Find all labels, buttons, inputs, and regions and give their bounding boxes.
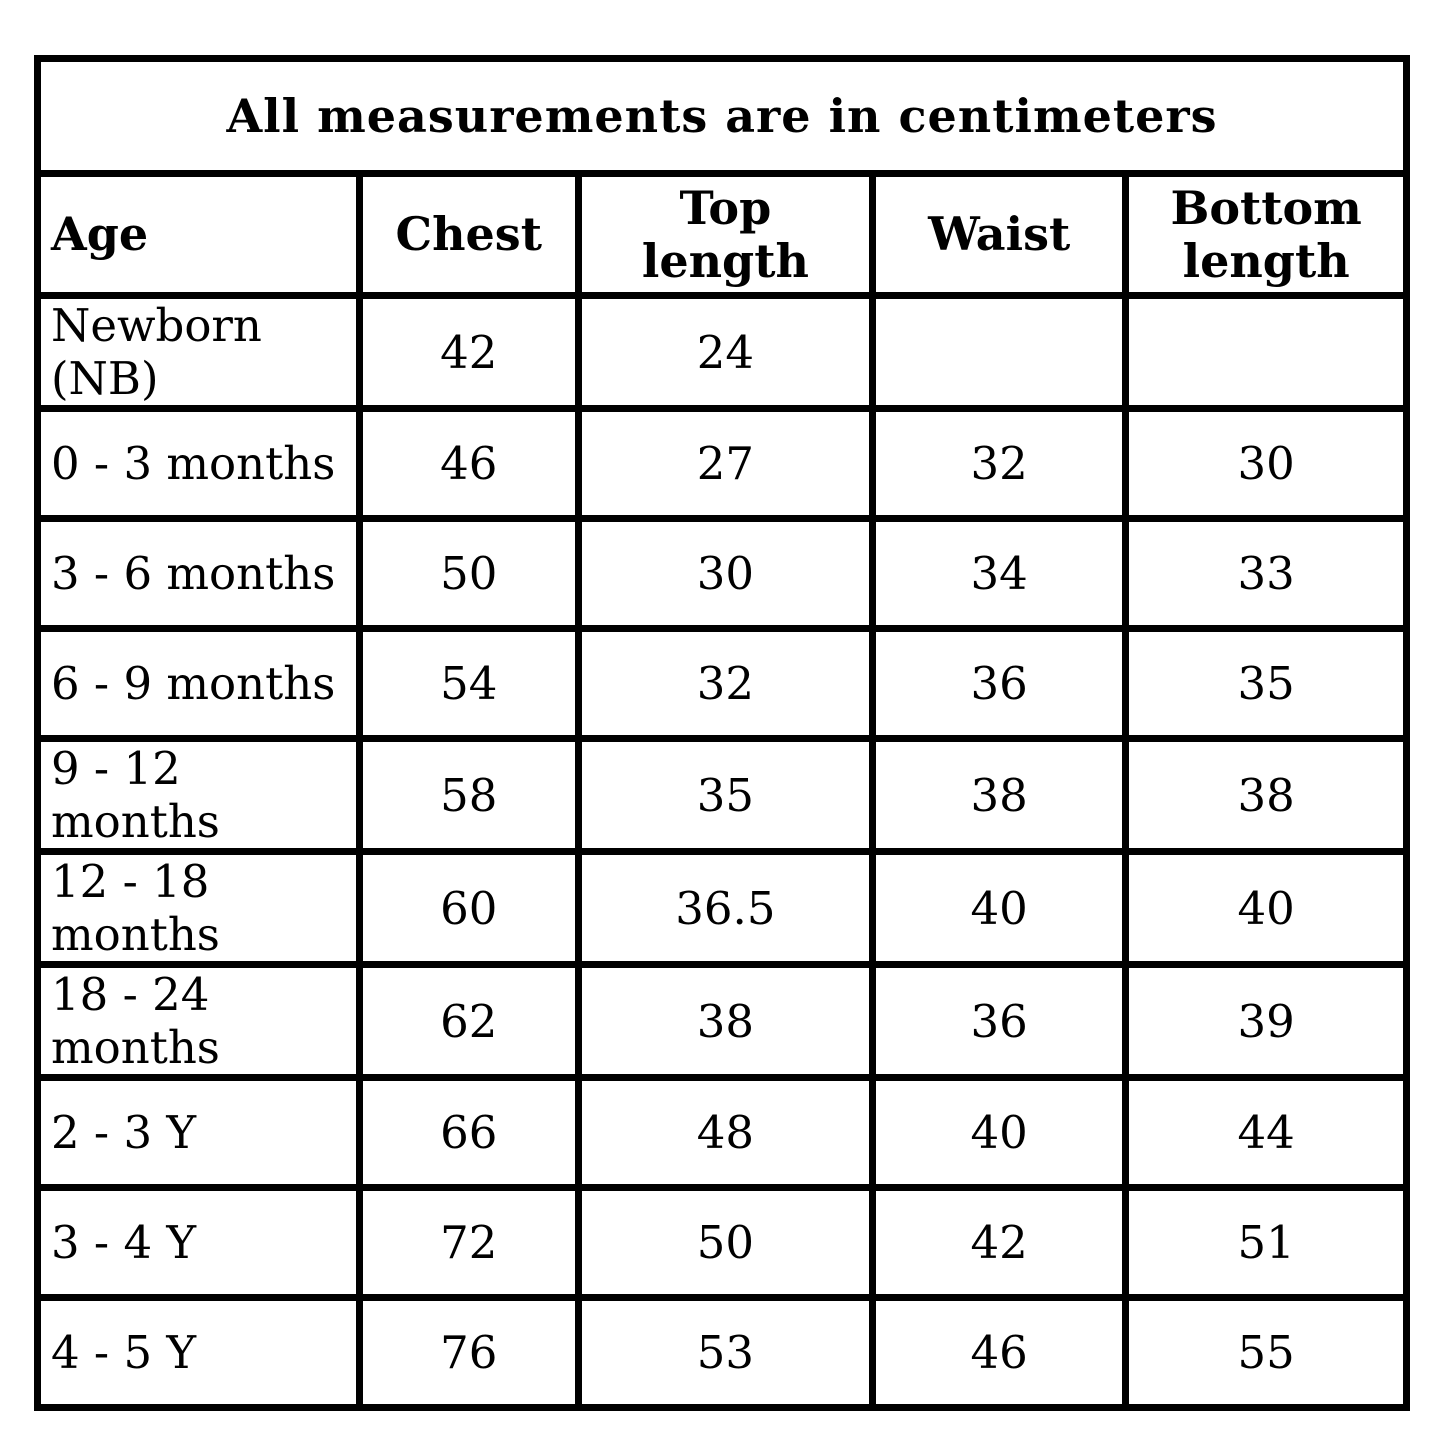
value-cell: 40 [869, 1074, 1130, 1191]
value-cell: 30 [574, 515, 877, 632]
value-cell: 48 [574, 1074, 877, 1191]
value-cell: 35 [574, 735, 877, 855]
age-cell: 12 - 18 months [34, 848, 363, 968]
column-header-bottom-length: Bottom length [1122, 170, 1410, 299]
value-cell: 42 [355, 292, 582, 412]
table-title: All measurements are in centimeters [34, 55, 1410, 177]
value-cell: 32 [574, 625, 877, 742]
value-cell: 46 [869, 1294, 1130, 1411]
column-header-waist: Waist [869, 170, 1130, 299]
age-cell: 9 - 12 months [34, 735, 363, 855]
column-header-chest: Chest [355, 170, 582, 299]
value-cell: 51 [1122, 1184, 1410, 1301]
value-cell [869, 292, 1130, 412]
title-row: All measurements are in centimeters [34, 55, 1410, 177]
value-cell: 35 [1122, 625, 1410, 742]
value-cell: 32 [869, 405, 1130, 522]
value-cell: 36 [869, 625, 1130, 742]
value-cell: 38 [574, 961, 877, 1081]
value-cell: 50 [574, 1184, 877, 1301]
value-cell: 46 [355, 405, 582, 522]
age-cell: 18 - 24 months [34, 961, 363, 1081]
value-cell: 39 [1122, 961, 1410, 1081]
value-cell: 36.5 [574, 848, 877, 968]
value-cell: 62 [355, 961, 582, 1081]
age-cell: 3 - 4 Y [34, 1184, 363, 1301]
size-chart-table: All measurements are in centimeters Age C… [34, 55, 1410, 1411]
value-cell: 40 [1122, 848, 1410, 968]
value-cell: 72 [355, 1184, 582, 1301]
age-cell: 0 - 3 months [34, 405, 363, 522]
table-row: 2 - 3 Y 66 48 40 44 [34, 1074, 1410, 1191]
value-cell: 40 [869, 848, 1130, 968]
column-header-age: Age [34, 170, 363, 299]
table-row: 0 - 3 months 46 27 32 30 [34, 405, 1410, 522]
table-row: 4 - 5 Y 76 53 46 55 [34, 1294, 1410, 1411]
value-cell: 38 [869, 735, 1130, 855]
age-cell: 6 - 9 months [34, 625, 363, 742]
value-cell: 33 [1122, 515, 1410, 632]
age-cell: Newborn (NB) [34, 292, 363, 412]
value-cell [1122, 292, 1410, 412]
value-cell: 30 [1122, 405, 1410, 522]
age-cell: 2 - 3 Y [34, 1074, 363, 1191]
value-cell: 76 [355, 1294, 582, 1411]
value-cell: 38 [1122, 735, 1410, 855]
value-cell: 55 [1122, 1294, 1410, 1411]
table-row: Newborn (NB) 42 24 [34, 292, 1410, 412]
header-row: Age Chest Top length Waist Bottom length [34, 170, 1410, 299]
value-cell: 27 [574, 405, 877, 522]
value-cell: 44 [1122, 1074, 1410, 1191]
value-cell: 53 [574, 1294, 877, 1411]
value-cell: 58 [355, 735, 582, 855]
age-cell: 3 - 6 months [34, 515, 363, 632]
table-body: Newborn (NB) 42 24 0 - 3 months 46 27 32 30 3 - … [34, 292, 1410, 1411]
value-cell: 60 [355, 848, 582, 968]
table-row: 18 - 24 months 62 38 36 39 [34, 961, 1410, 1081]
age-cell: 4 - 5 Y [34, 1294, 363, 1411]
table-row: 6 - 9 months 54 32 36 35 [34, 625, 1410, 742]
table-row: 3 - 4 Y 72 50 42 51 [34, 1184, 1410, 1301]
value-cell: 50 [355, 515, 582, 632]
value-cell: 24 [574, 292, 877, 412]
table-row: 3 - 6 months 50 30 34 33 [34, 515, 1410, 632]
value-cell: 36 [869, 961, 1130, 1081]
table-row: 12 - 18 months 60 36.5 40 40 [34, 848, 1410, 968]
column-header-top-length: Top length [574, 170, 877, 299]
value-cell: 42 [869, 1184, 1130, 1301]
value-cell: 54 [355, 625, 582, 742]
table-row: 9 - 12 months 58 35 38 38 [34, 735, 1410, 855]
value-cell: 34 [869, 515, 1130, 632]
value-cell: 66 [355, 1074, 582, 1191]
